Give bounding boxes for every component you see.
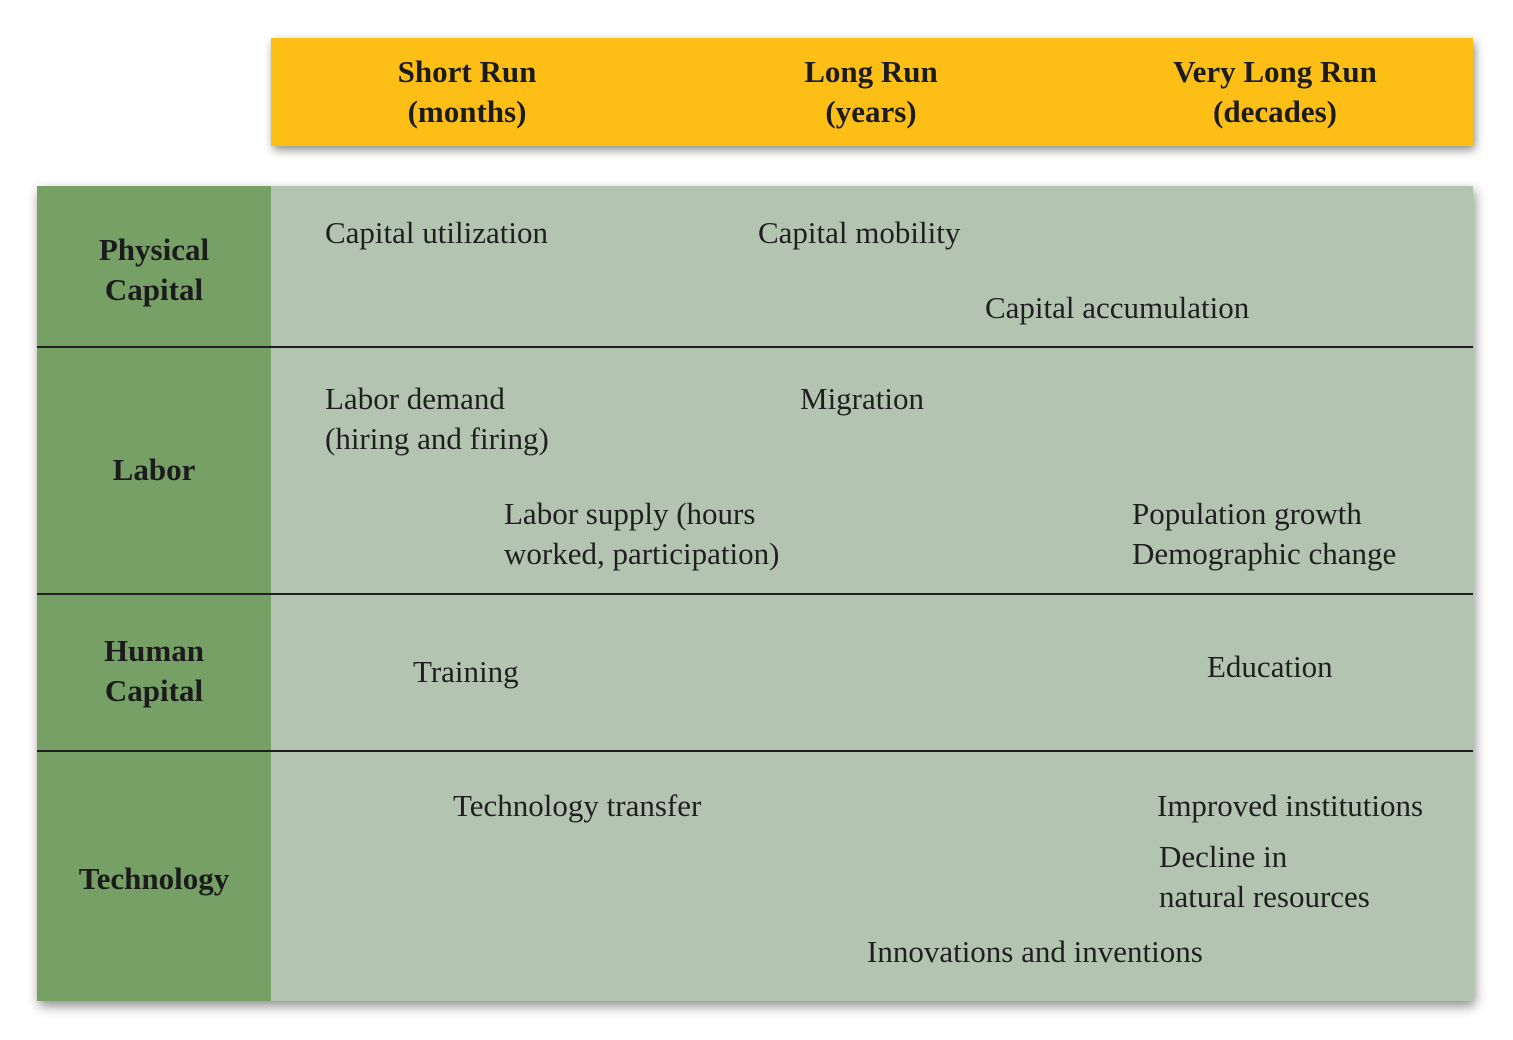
column-period: (decades) [1213,94,1337,129]
factors-grid: Physical Capital Labor Human Capital Tec… [37,186,1473,1001]
item-education: Education [1207,649,1333,684]
item-line: (hiring and firing) [325,421,549,456]
column-header-short-run: Short Run (months) [317,52,617,132]
row-label-line: Physical [98,232,210,267]
item-line: natural resources [1159,879,1370,914]
item-capital-utilization: Capital utilization [325,215,548,250]
column-title: Very Long Run [1173,54,1377,89]
item-line: Labor supply (hours [504,496,756,531]
item-labor-demand: Labor demand (hiring and firing) [325,379,549,459]
column-period: (months) [407,94,527,129]
item-capital-mobility: Capital mobility [758,215,961,250]
column-title: Long Run [804,54,938,89]
item-training: Training [413,654,519,689]
item-line: Decline in [1159,839,1288,874]
item-capital-accumulation: Capital accumulation [985,290,1250,325]
item-innovations-inventions: Innovations and inventions [867,934,1203,969]
row-label-line: Human [104,633,204,668]
column-header-long-run: Long Run (years) [721,52,1021,132]
item-line: Labor demand [325,381,505,416]
row-label-human-capital: Human Capital [37,631,271,711]
row-label-line: Capital [104,673,204,708]
column-header-very-long-run: Very Long Run (decades) [1125,52,1425,132]
row-label-line: Technology [78,861,230,896]
column-title: Short Run [397,54,537,89]
item-line: worked, participation) [504,536,780,571]
item-improved-institutions: Improved institutions [1157,788,1424,823]
row-label-technology: Technology [37,859,271,899]
item-technology-transfer: Technology transfer [453,788,702,823]
row-label-labor: Labor [37,450,271,490]
column-period: (years) [825,94,917,129]
row-divider [37,346,1473,348]
row-divider [37,750,1473,752]
item-line: Demographic change [1132,536,1397,571]
row-divider [37,593,1473,595]
row-label-line: Capital [104,272,204,307]
item-migration: Migration [800,381,924,416]
item-labor-supply: Labor supply (hours worked, participatio… [504,494,779,574]
time-horizon-header: Short Run (months) Long Run (years) Very… [271,38,1473,146]
item-line: Population growth [1132,496,1362,531]
item-decline-natural-resources: Decline in natural resources [1159,837,1370,917]
item-population: Population growth Demographic change [1132,494,1396,574]
row-label-line: Labor [112,452,196,487]
row-label-physical-capital: Physical Capital [37,230,271,310]
